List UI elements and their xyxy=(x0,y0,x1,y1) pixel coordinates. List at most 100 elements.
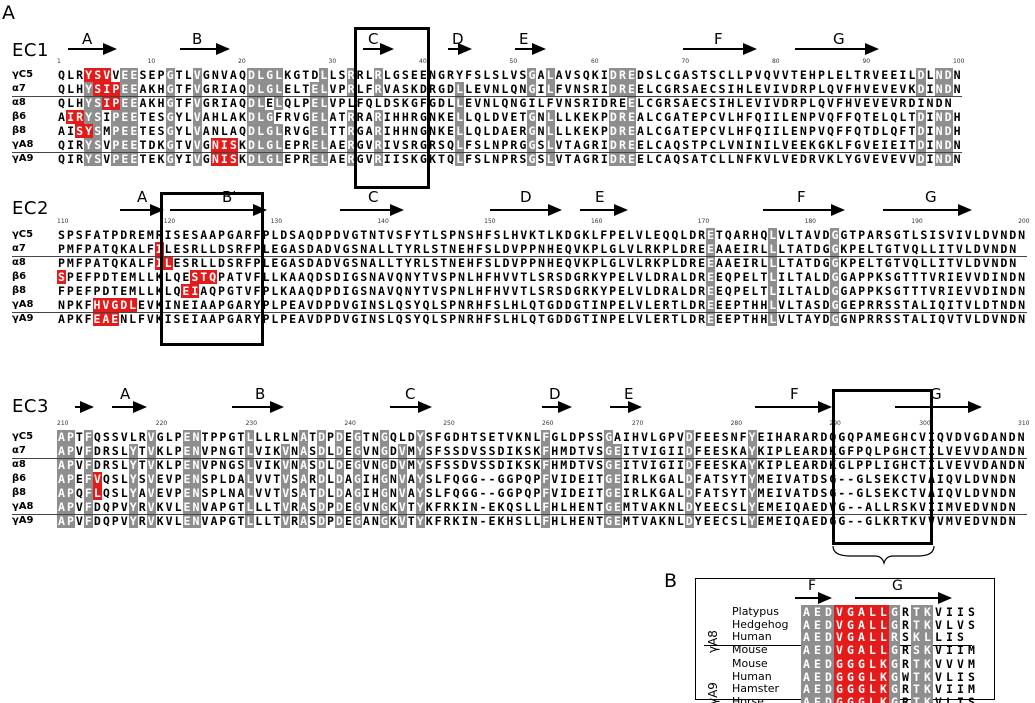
residue: L xyxy=(365,68,373,82)
residue: E xyxy=(148,152,156,166)
residue: S xyxy=(493,312,501,326)
residue: D xyxy=(438,96,445,110)
residue: - xyxy=(488,472,496,486)
row-label: γA8 xyxy=(12,501,34,512)
residue: H xyxy=(401,124,409,138)
residue: N xyxy=(210,138,220,152)
residue: V xyxy=(192,152,202,166)
residue: S xyxy=(673,96,681,110)
residue: C xyxy=(721,500,729,514)
residue: R xyxy=(698,298,706,312)
residue: L xyxy=(867,242,874,256)
residue: L xyxy=(899,110,907,124)
residue: H xyxy=(475,284,483,298)
residue: D xyxy=(822,270,830,284)
residue: V xyxy=(397,514,407,528)
row-label: α8 xyxy=(12,97,26,108)
residue: G xyxy=(165,68,175,82)
residue: V xyxy=(834,630,845,644)
residue: A xyxy=(369,242,377,256)
residue: V xyxy=(75,458,83,472)
residue: Q xyxy=(238,124,246,138)
residue: A xyxy=(555,68,563,82)
row-label: γA9 xyxy=(12,313,34,324)
residue: L xyxy=(772,138,780,152)
residue: E xyxy=(310,124,320,138)
residue: F xyxy=(541,444,551,458)
residue: P xyxy=(733,312,741,326)
residue: P xyxy=(111,138,121,152)
residue: G xyxy=(226,298,234,312)
residue: V xyxy=(981,486,989,500)
residue: A xyxy=(200,284,208,298)
residue: L xyxy=(768,242,778,256)
residue: E xyxy=(120,152,130,166)
residue: E xyxy=(954,444,962,458)
residue: L xyxy=(529,284,537,298)
residue: Y xyxy=(84,96,94,110)
residue: G xyxy=(892,430,900,444)
residue: G xyxy=(165,110,175,124)
residue: N xyxy=(600,312,608,326)
residue: I xyxy=(991,284,999,298)
residue: Y xyxy=(128,458,138,472)
residue: Y xyxy=(415,430,425,444)
residue: L xyxy=(398,430,406,444)
residue: P xyxy=(219,514,227,528)
residue: P xyxy=(174,444,182,458)
residue: S xyxy=(226,242,234,256)
residue: G xyxy=(527,124,537,138)
residue: G xyxy=(884,242,892,256)
residue: V xyxy=(908,152,916,166)
residue: H xyxy=(211,110,219,124)
residue: L xyxy=(626,298,634,312)
residue: E xyxy=(284,82,292,96)
residue: I xyxy=(926,110,934,124)
residue: K xyxy=(273,444,281,458)
residue: Y xyxy=(694,500,702,514)
residue: V xyxy=(982,242,990,256)
residue: I xyxy=(342,284,350,298)
residue: V xyxy=(754,96,762,110)
residue: H xyxy=(157,96,165,110)
residue: D xyxy=(608,152,618,166)
residue: K xyxy=(155,284,163,298)
residue: D xyxy=(315,284,323,298)
residue: E xyxy=(890,152,898,166)
residue: F xyxy=(845,138,853,152)
residue: V xyxy=(635,312,643,326)
residue: V xyxy=(165,486,173,500)
residue: F xyxy=(745,110,753,124)
residue: L xyxy=(493,242,501,256)
residue: N xyxy=(990,500,998,514)
residue: P xyxy=(867,270,874,284)
residue: A xyxy=(210,500,218,514)
residue: A xyxy=(795,242,803,256)
residue: - xyxy=(838,472,846,486)
residue: I xyxy=(766,444,774,458)
residue: L xyxy=(845,68,853,82)
residue: H xyxy=(371,472,379,486)
residue: H xyxy=(76,96,84,110)
residue: V xyxy=(165,500,173,514)
residue: T xyxy=(795,298,803,312)
residue: N xyxy=(291,458,299,472)
residue: S xyxy=(182,242,190,256)
residue: A xyxy=(362,514,370,528)
residue: Q xyxy=(238,82,246,96)
residue: Q xyxy=(827,110,834,124)
residue: P xyxy=(217,270,225,284)
residue: R xyxy=(546,270,554,284)
panelb-species: Hamster xyxy=(732,682,780,695)
residue: F xyxy=(836,110,844,124)
residue: L xyxy=(502,228,510,242)
residue: I xyxy=(649,444,657,458)
residue: N xyxy=(228,486,236,500)
residue: G xyxy=(202,96,210,110)
residue: G xyxy=(352,486,362,500)
residue: Q xyxy=(671,228,679,242)
residue: N xyxy=(1008,486,1016,500)
residue: Q xyxy=(58,68,66,82)
residue: G xyxy=(228,444,236,458)
